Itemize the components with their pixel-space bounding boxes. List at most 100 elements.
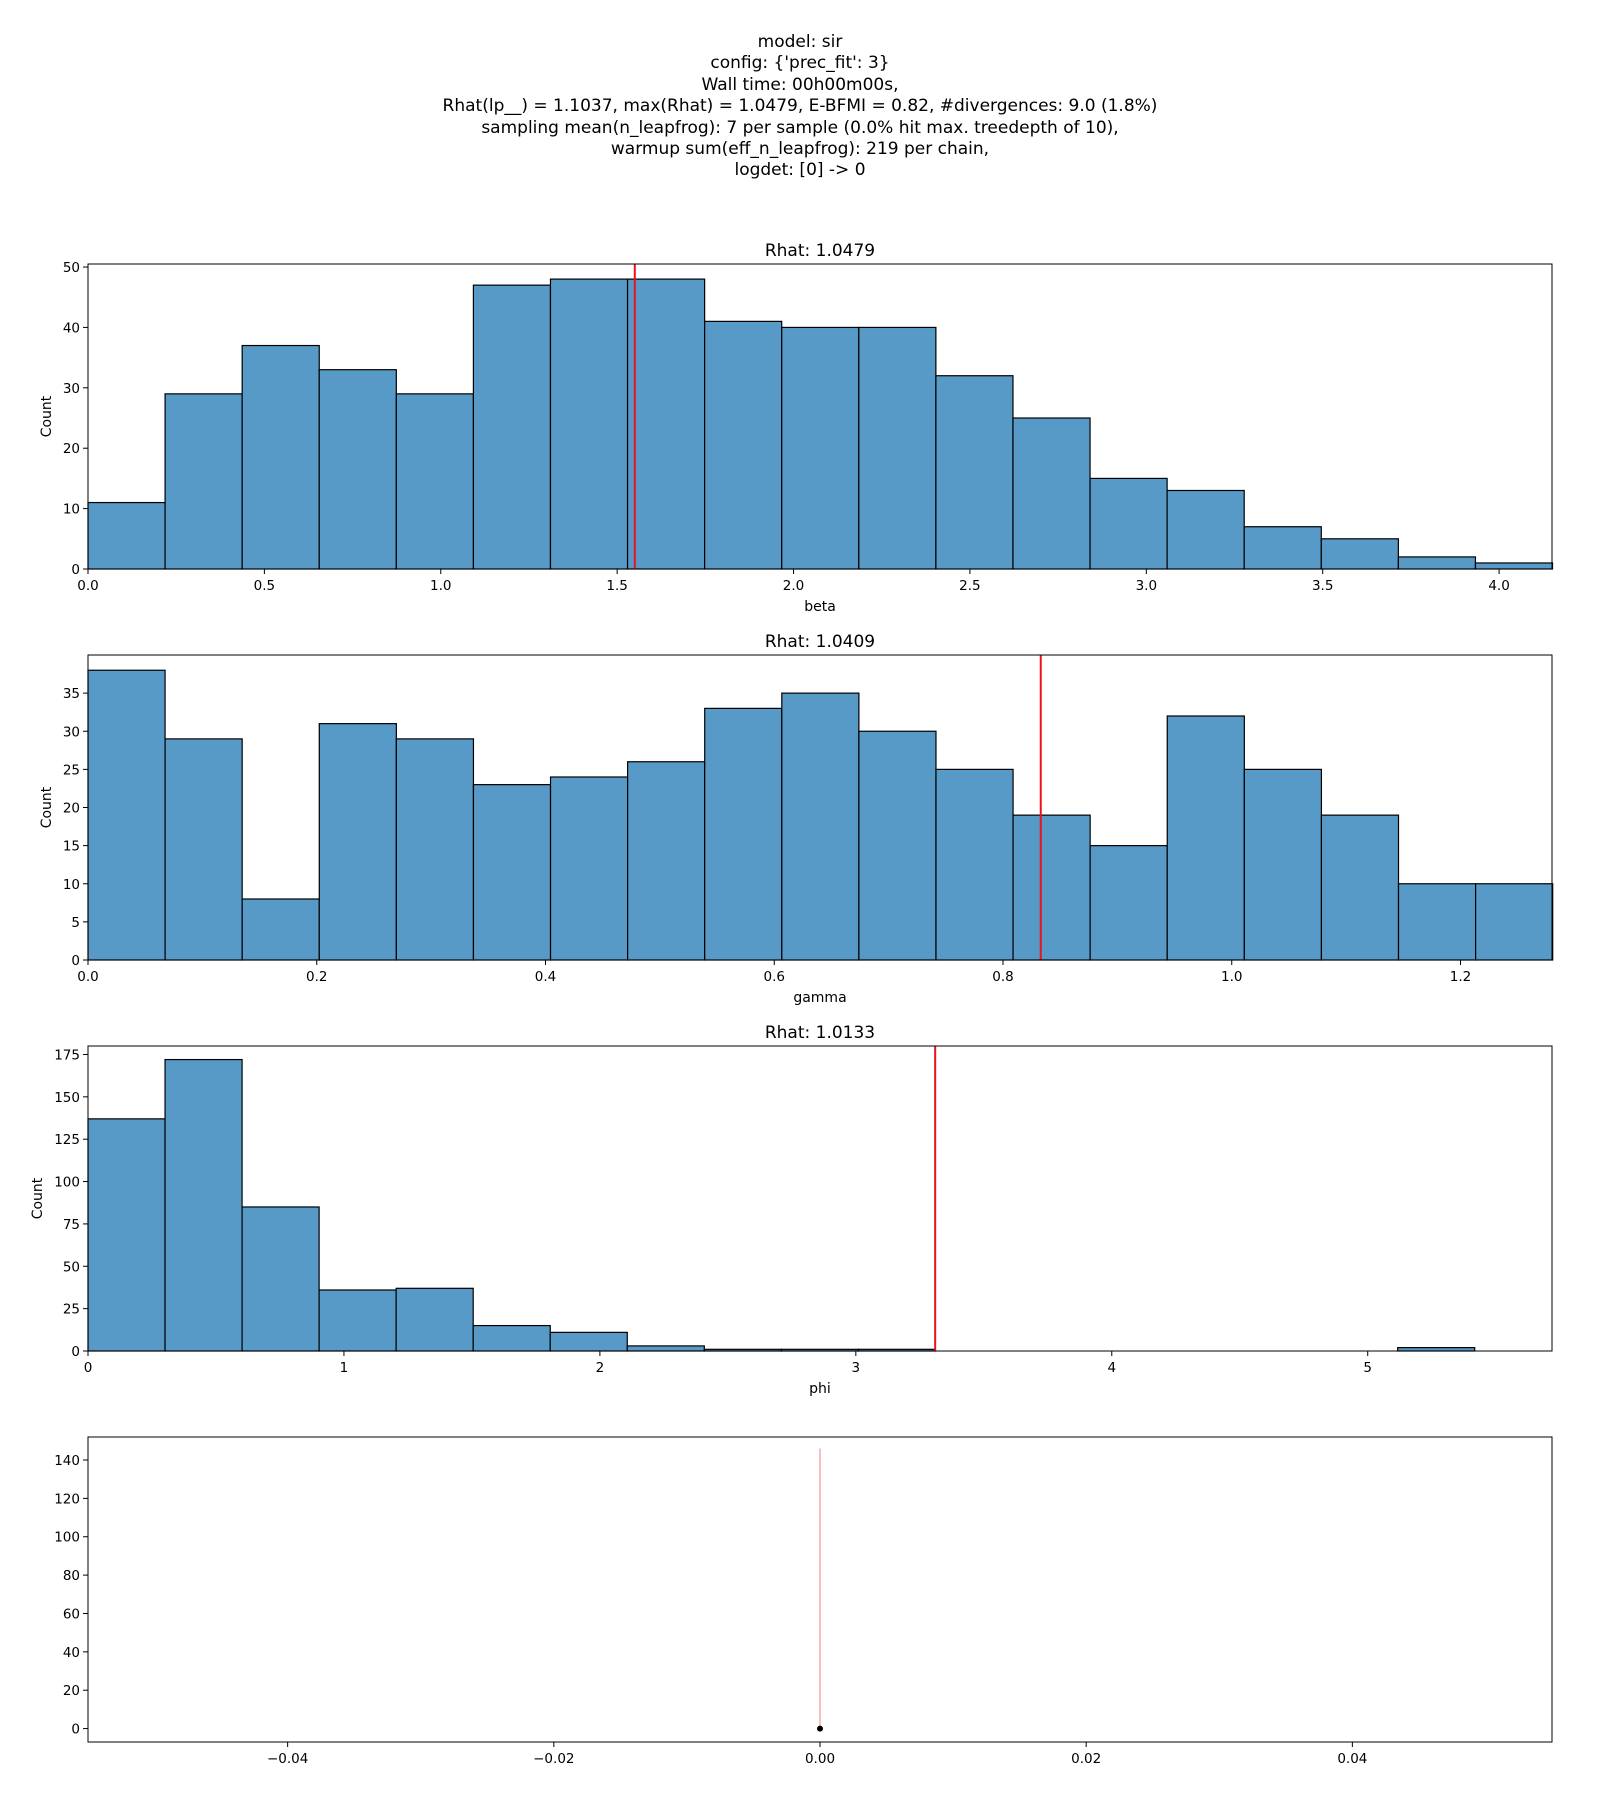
x-tick-label: 5 xyxy=(1363,1360,1372,1376)
axes-frame xyxy=(87,263,1553,570)
x-tick-label: 0.00 xyxy=(805,1751,835,1767)
x-tick-label: 3 xyxy=(852,1360,861,1376)
histogram-bar xyxy=(549,1331,628,1352)
x-tick-label: 2 xyxy=(596,1360,605,1376)
y-tick-label: 20 xyxy=(63,1683,80,1699)
histogram-bar xyxy=(395,738,475,961)
suptitle-line-diagnostics: Rhat(lp__) = 1.1037, max(Rhat) = 1.0479,… xyxy=(442,96,1158,117)
subplot-1: 0.0 0.5 1.0 1.5 2.0 2.5 3.0 3.5 4.0 0 10 20 30 40 50 Rh… xyxy=(39,241,1554,615)
histogram-bar xyxy=(164,738,243,961)
y-tick-label: 35 xyxy=(63,686,80,702)
histogram-bar xyxy=(704,707,783,961)
y-tick-label: 0 xyxy=(71,953,80,969)
y-tick-label: 20 xyxy=(63,801,80,817)
y-tick-label: 40 xyxy=(63,1645,80,1661)
histogram-bar xyxy=(472,284,552,570)
histogram-bar xyxy=(549,278,629,570)
x-tick-label: 4.0 xyxy=(1488,578,1509,594)
x-tick-label: 0.2 xyxy=(306,969,327,985)
y-tick-label: 150 xyxy=(54,1090,80,1106)
x-tick-label: 0.4 xyxy=(535,969,556,985)
x-tick-label: −0.04 xyxy=(267,1751,308,1767)
histogram-bar xyxy=(935,375,1014,570)
x-tick-label: 0.0 xyxy=(77,578,98,594)
y-tick-label: 140 xyxy=(54,1453,80,1469)
histogram-bar xyxy=(241,898,320,961)
x-tick-label: 2.5 xyxy=(959,578,980,594)
histogram-bar xyxy=(1243,526,1322,570)
y-tick-label: 10 xyxy=(63,502,80,518)
histogram-bar xyxy=(1474,883,1554,961)
y-axis-label: Count xyxy=(39,786,55,828)
y-tick-label: 50 xyxy=(63,1259,80,1275)
y-tick-label: 125 xyxy=(54,1132,80,1148)
histogram-bar xyxy=(1397,556,1477,570)
histogram-bar xyxy=(1166,715,1245,961)
histogram-bar xyxy=(626,1345,705,1352)
histogram-bar xyxy=(1397,1347,1476,1352)
y-tick-label: 5 xyxy=(71,915,80,931)
y-tick-label: 40 xyxy=(63,320,80,336)
x-tick-label: 1 xyxy=(340,1360,349,1376)
y-tick-label: 25 xyxy=(63,1302,80,1318)
x-axis-label: beta xyxy=(804,599,836,615)
y-tick-label: 30 xyxy=(63,381,80,397)
histogram-bar xyxy=(549,776,629,961)
y-tick-label: 100 xyxy=(54,1530,80,1546)
subplot-title: Rhat: 1.0133 xyxy=(765,1023,875,1043)
histogram-bar xyxy=(472,1324,551,1352)
histogram-bar xyxy=(1243,768,1323,961)
histogram-bar xyxy=(472,784,552,961)
y-tick-label: 100 xyxy=(54,1175,80,1191)
histogram-bar xyxy=(395,393,475,570)
data-point xyxy=(817,1725,823,1732)
x-tick-label: 0 xyxy=(84,1360,93,1376)
y-tick-label: 80 xyxy=(63,1568,80,1584)
suptitle-line-config: config: {'prec_fit': 3} xyxy=(710,53,890,74)
histogram-bar xyxy=(87,669,166,961)
suptitle-line-logdet: logdet: [0] -> 0 xyxy=(734,160,866,181)
histogram-bar xyxy=(87,1118,166,1352)
histogram-bar xyxy=(1474,562,1554,570)
suptitle-line-warmup: warmup sum(eff_n_leapfrog): 219 per chai… xyxy=(610,139,990,160)
subplot-title: Rhat: 1.0409 xyxy=(765,632,875,652)
x-tick-label: 0.04 xyxy=(1337,1751,1367,1767)
x-tick-label: 1.5 xyxy=(606,578,627,594)
x-tick-label: 1.0 xyxy=(430,578,451,594)
x-tick-label: 0.6 xyxy=(764,969,785,985)
histogram-bar xyxy=(858,730,937,961)
x-tick-label: 2.0 xyxy=(783,578,804,594)
histogram-bar xyxy=(781,692,860,961)
x-tick-label: 3.0 xyxy=(1136,578,1157,594)
histogram-bar xyxy=(627,761,706,961)
histogram-bar xyxy=(1089,477,1168,570)
y-axis-label: Count xyxy=(30,1177,46,1219)
y-tick-label: 60 xyxy=(63,1606,80,1622)
x-tick-label: −0.02 xyxy=(533,1751,574,1767)
histogram-bar xyxy=(626,278,706,570)
histogram-bar xyxy=(858,326,937,570)
y-tick-label: 75 xyxy=(63,1217,80,1233)
x-axis-label: phi xyxy=(809,1381,831,1397)
x-tick-label: 1.2 xyxy=(1450,969,1471,985)
x-tick-label: 3.5 xyxy=(1312,578,1333,594)
histogram-bar xyxy=(318,723,397,961)
y-tick-label: 0 xyxy=(71,562,80,578)
y-tick-label: 20 xyxy=(63,441,80,457)
histogram-bar xyxy=(395,1287,474,1352)
x-tick-label: 1.0 xyxy=(1221,969,1242,985)
suptitle-line-walltime: Wall time: 00h00m00s, xyxy=(701,74,899,95)
axes-frame xyxy=(87,1045,1553,1352)
y-tick-label: 15 xyxy=(63,839,80,855)
x-tick-label: 0.0 xyxy=(77,969,98,985)
suptitle-line-sampling: sampling mean(n_leapfrog): 7 per sample … xyxy=(481,117,1119,138)
histogram-bar xyxy=(1089,845,1168,961)
x-tick-label: 0.02 xyxy=(1071,1751,1101,1767)
histogram-bar xyxy=(318,1289,397,1352)
y-tick-label: 175 xyxy=(54,1047,80,1063)
x-tick-label: 0.8 xyxy=(992,969,1013,985)
x-tick-label: 0.5 xyxy=(254,578,275,594)
histogram-bar xyxy=(1012,417,1091,570)
subplot-2: 0.0 0.2 0.4 0.6 0.8 1.0 1.2 0 5 10 15 20 25 30 35 Rhat:… xyxy=(39,632,1554,1006)
histogram-bar xyxy=(781,326,860,570)
